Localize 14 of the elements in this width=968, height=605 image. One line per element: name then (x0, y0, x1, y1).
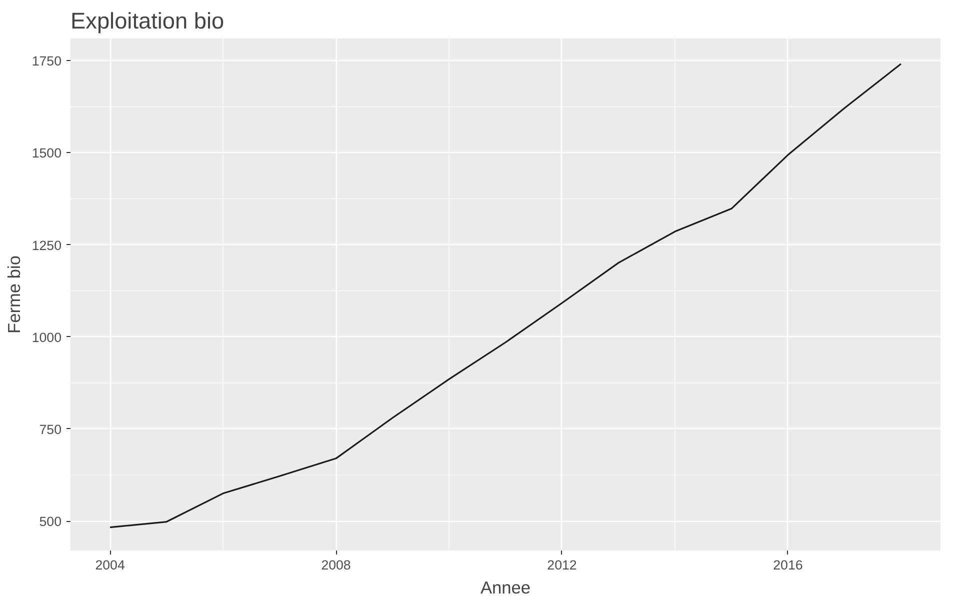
chart-title: Exploitation bio (70, 8, 224, 34)
y-axis-title: Ferme bio (4, 255, 24, 334)
y-tick-label: 500 (39, 514, 62, 530)
x-tick-label: 2016 (773, 558, 803, 572)
y-tick-label: 1250 (32, 238, 62, 253)
y-tick-label: 1750 (32, 54, 62, 69)
x-tick-label: 2004 (95, 558, 126, 572)
line-series (109, 63, 902, 528)
y-tick-label: 1500 (32, 146, 62, 161)
x-axis-title: Annee (480, 578, 531, 598)
y-tick-label: 1000 (32, 330, 62, 345)
x-tick-label: 2008 (321, 558, 351, 572)
x-tick-label: 2012 (547, 558, 577, 572)
y-tick-label: 750 (39, 422, 62, 437)
